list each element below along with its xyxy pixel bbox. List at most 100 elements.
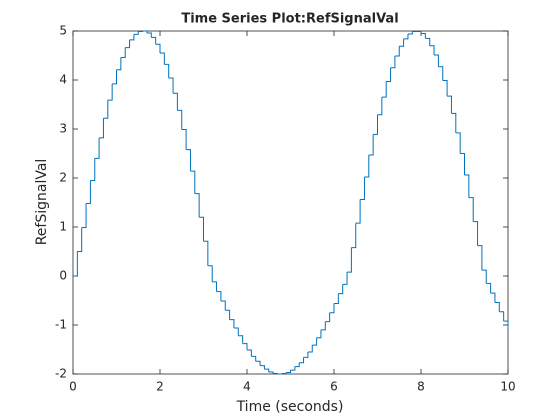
step bbox=[477, 245, 483, 271]
step bbox=[360, 177, 365, 201]
y-tick-label: 0 bbox=[59, 269, 67, 283]
step bbox=[425, 37, 431, 46]
step bbox=[325, 312, 331, 323]
step bbox=[320, 321, 326, 331]
step bbox=[164, 63, 170, 79]
y-tick-label: 2 bbox=[59, 171, 67, 185]
step bbox=[129, 34, 135, 41]
step bbox=[421, 32, 426, 39]
step bbox=[373, 114, 378, 135]
x-tick-label: 8 bbox=[417, 380, 425, 394]
step bbox=[194, 193, 200, 218]
step bbox=[112, 69, 117, 85]
step bbox=[260, 365, 265, 370]
step bbox=[447, 95, 452, 114]
step bbox=[503, 320, 509, 330]
step bbox=[381, 81, 387, 98]
step bbox=[468, 197, 474, 222]
step bbox=[442, 79, 448, 97]
step bbox=[364, 154, 370, 178]
y-tick-label: 3 bbox=[59, 122, 67, 136]
step bbox=[247, 349, 252, 357]
step bbox=[329, 303, 335, 314]
step bbox=[81, 203, 87, 228]
step bbox=[146, 32, 152, 38]
y-tick-label: 1 bbox=[59, 220, 67, 234]
step bbox=[94, 137, 100, 159]
step bbox=[368, 134, 374, 156]
step bbox=[229, 319, 235, 328]
step bbox=[407, 31, 413, 35]
step bbox=[451, 112, 457, 133]
step bbox=[77, 227, 83, 252]
step bbox=[173, 92, 178, 111]
step bbox=[434, 54, 439, 67]
step bbox=[338, 284, 344, 295]
step bbox=[416, 30, 422, 34]
step bbox=[399, 38, 405, 47]
step bbox=[386, 67, 392, 82]
step bbox=[242, 343, 248, 350]
step bbox=[390, 55, 396, 69]
step bbox=[473, 221, 479, 246]
step bbox=[116, 57, 122, 71]
step bbox=[225, 309, 231, 320]
step bbox=[73, 251, 78, 277]
step bbox=[251, 355, 257, 362]
step bbox=[207, 265, 213, 282]
step bbox=[460, 153, 465, 176]
y-tick-label: 5 bbox=[59, 24, 67, 38]
y-tick-label: 4 bbox=[59, 73, 67, 87]
x-tick-label: 0 bbox=[69, 380, 77, 394]
step bbox=[238, 335, 244, 344]
step bbox=[299, 357, 305, 364]
x-tick-label: 10 bbox=[500, 380, 515, 394]
x-tick-label: 4 bbox=[243, 380, 251, 394]
step bbox=[316, 329, 322, 339]
step bbox=[90, 158, 96, 181]
step bbox=[307, 345, 313, 353]
step bbox=[151, 36, 157, 45]
y-axis-label: RefSignalVal bbox=[34, 159, 50, 246]
step bbox=[429, 45, 435, 56]
step bbox=[355, 199, 361, 224]
step bbox=[264, 368, 270, 373]
step bbox=[481, 269, 487, 284]
step bbox=[125, 39, 131, 49]
step bbox=[464, 174, 470, 198]
chart-title: Time Series Plot:RefSignalVal bbox=[181, 12, 398, 27]
step bbox=[99, 118, 104, 139]
step bbox=[233, 327, 239, 336]
step bbox=[403, 33, 409, 40]
step bbox=[177, 109, 183, 130]
step bbox=[168, 77, 174, 94]
step bbox=[199, 216, 204, 242]
step bbox=[120, 47, 126, 58]
step bbox=[133, 31, 139, 35]
step bbox=[160, 52, 165, 65]
step bbox=[490, 292, 496, 303]
step bbox=[499, 311, 505, 322]
step bbox=[486, 282, 492, 294]
step bbox=[286, 370, 291, 374]
step bbox=[455, 132, 461, 154]
y-tick-label: -2 bbox=[55, 367, 67, 381]
step bbox=[255, 360, 261, 366]
axes-box bbox=[72, 30, 509, 375]
step bbox=[347, 247, 352, 273]
step bbox=[438, 66, 444, 81]
step bbox=[103, 100, 109, 119]
step bbox=[377, 97, 383, 116]
step bbox=[186, 149, 191, 172]
step bbox=[351, 223, 357, 249]
step bbox=[216, 291, 222, 301]
x-tick-label: 2 bbox=[156, 380, 164, 394]
step bbox=[342, 272, 348, 285]
step bbox=[181, 128, 187, 150]
step bbox=[203, 240, 209, 266]
step bbox=[155, 43, 161, 54]
step bbox=[107, 83, 113, 101]
step bbox=[394, 46, 400, 57]
x-tick-label: 6 bbox=[330, 380, 338, 394]
